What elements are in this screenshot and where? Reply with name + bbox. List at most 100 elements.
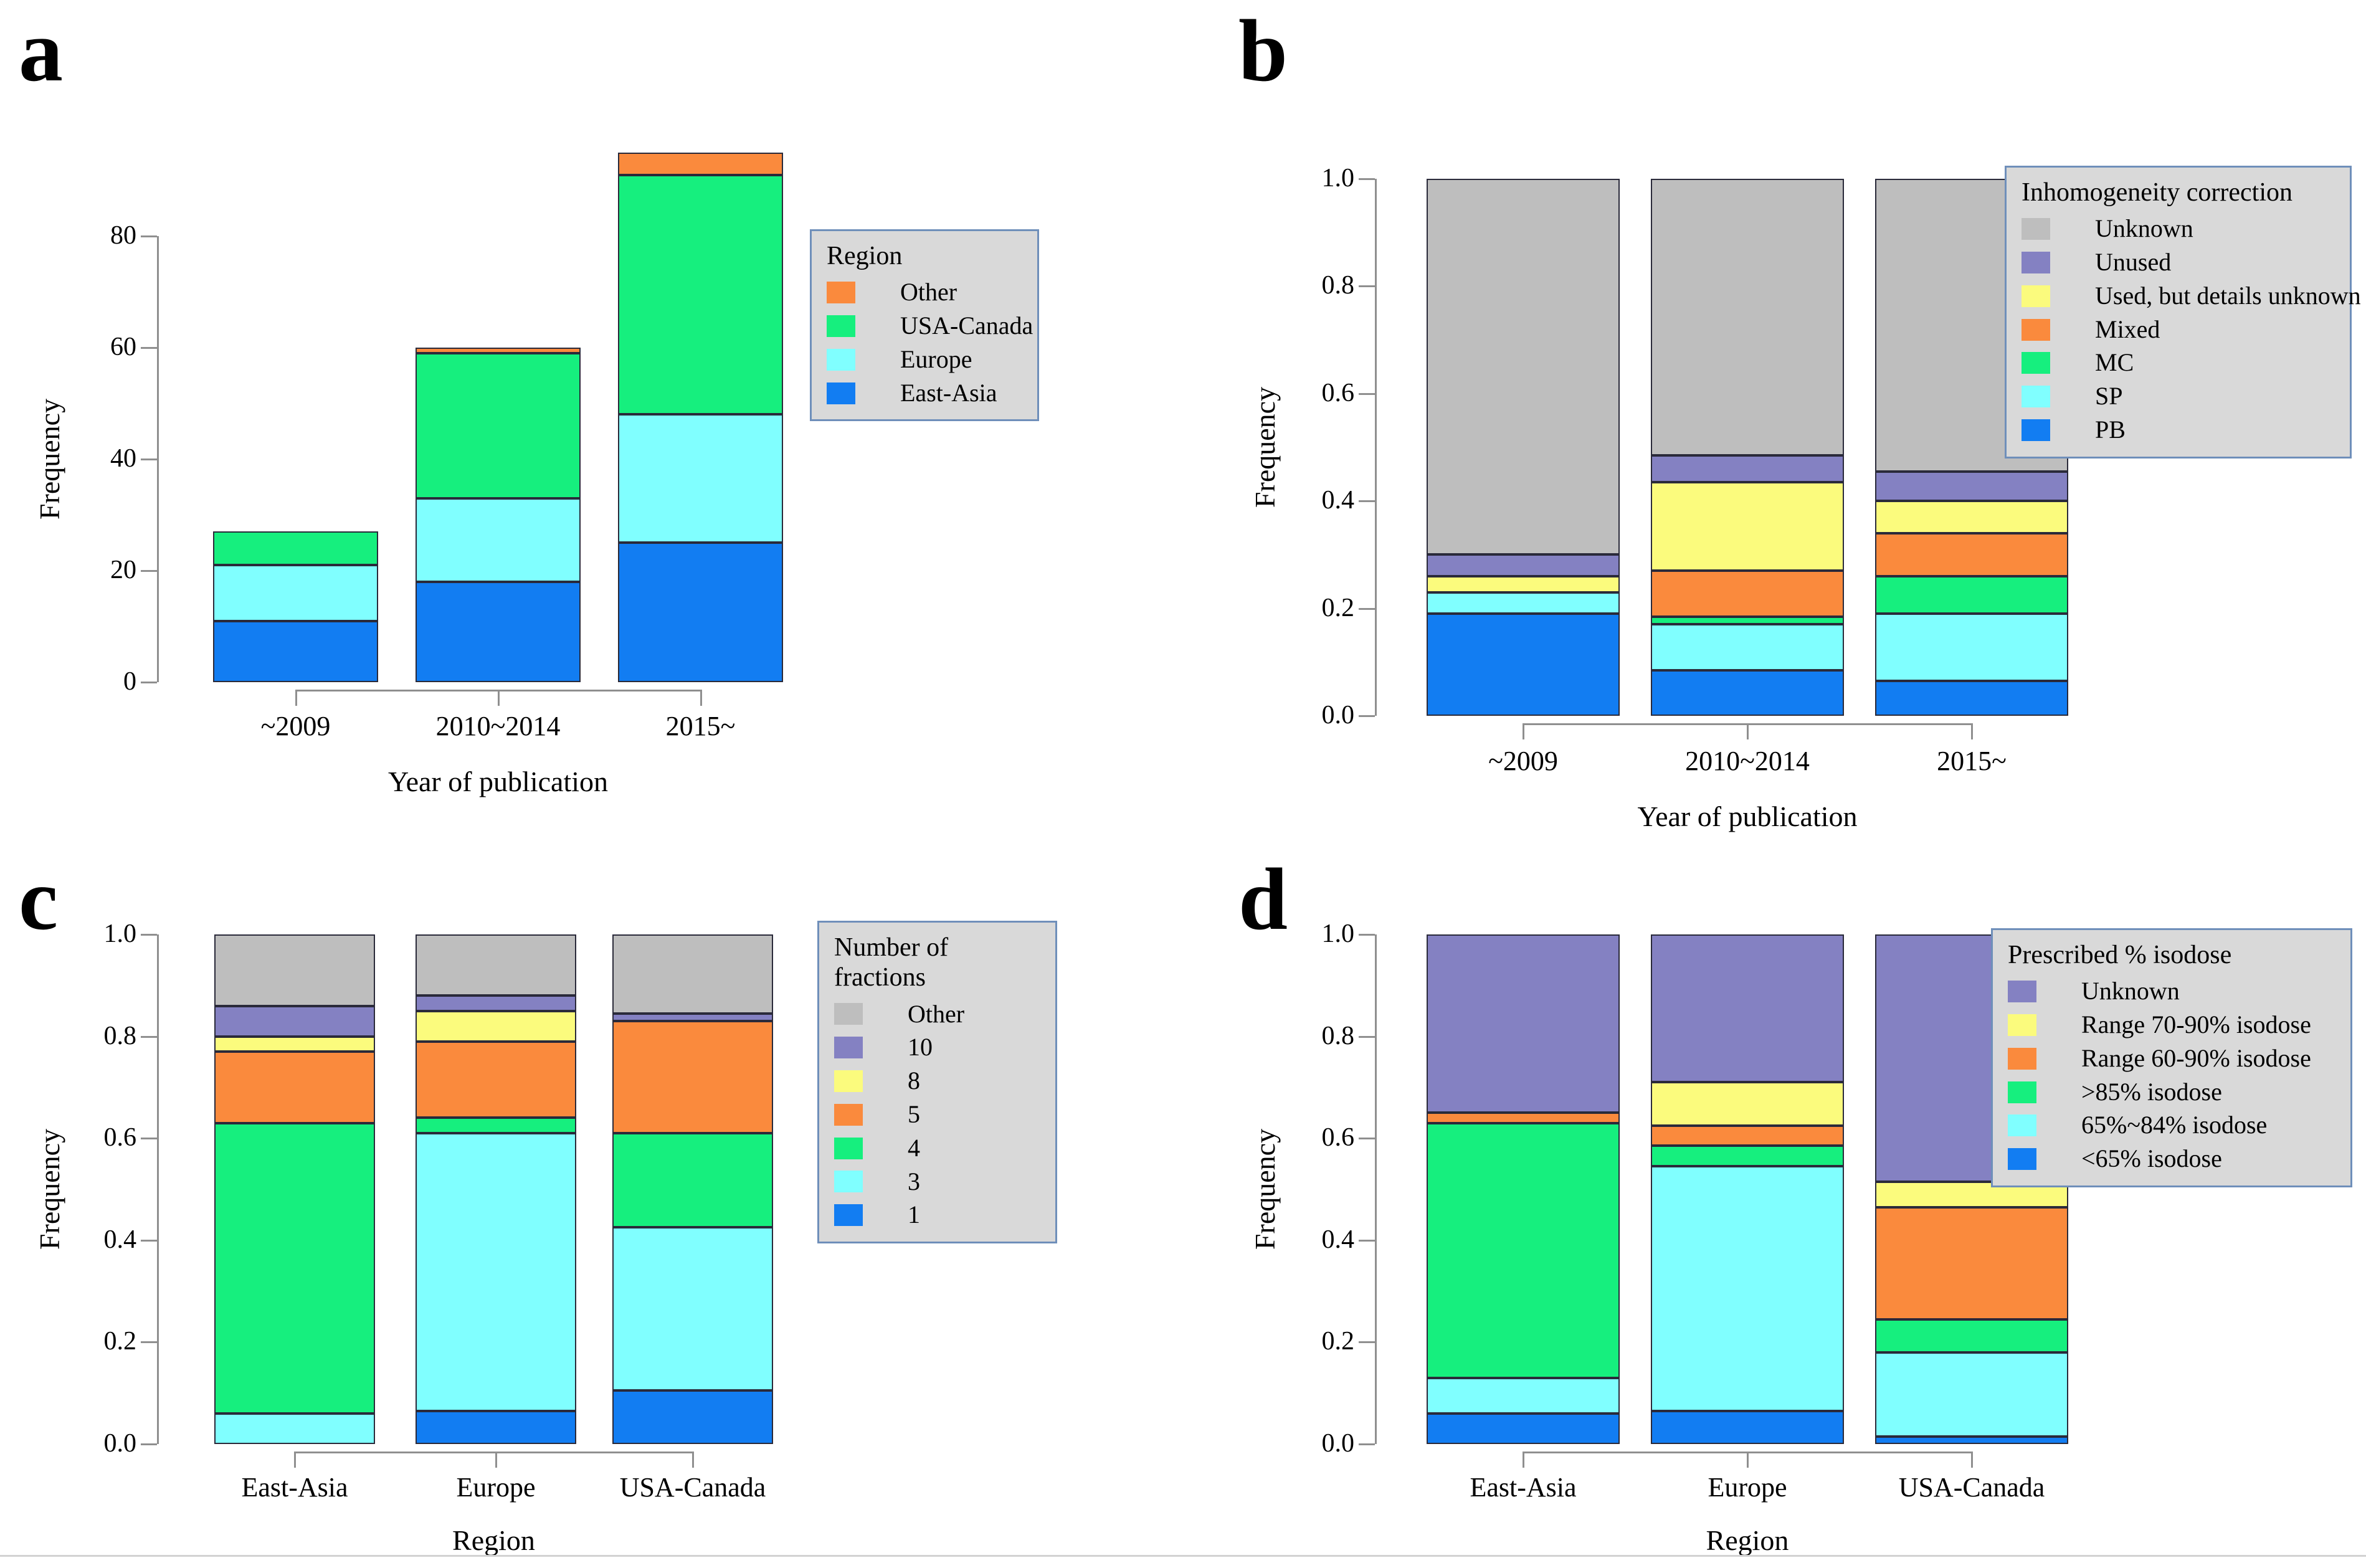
legend-entry-label: Unused	[2095, 248, 2172, 277]
legend-entry: 10	[834, 1033, 1040, 1062]
bar-segment-USA-Canada	[213, 531, 378, 566]
y-tick-label: 80	[110, 221, 136, 250]
panel-letter: a	[19, 1, 63, 100]
x-tick	[1747, 1452, 1749, 1468]
y-tick	[1359, 500, 1375, 503]
legend-swatch-Range 60-90% isodose	[2008, 1047, 2036, 1070]
y-tick	[1359, 392, 1375, 395]
x-tick	[1747, 723, 1749, 739]
bar-segment-Europe	[618, 414, 783, 543]
legend-entry-label: USA-Canada	[900, 311, 1033, 340]
bar-segment-USA-Canada	[416, 353, 581, 498]
legend-entry: 5	[834, 1100, 1040, 1129]
bar	[1651, 934, 1844, 1444]
legend: Region Other USA-Canada Europe East-Asia	[810, 229, 1039, 422]
legend-entry: 1	[834, 1201, 1040, 1229]
legend-entry-label: Mixed	[2095, 315, 2160, 343]
y-tick	[141, 1443, 157, 1445]
bar-segment-3	[214, 1413, 375, 1444]
y-tick-label: 0.0	[1321, 1429, 1355, 1458]
y-tick-label: 0.8	[1321, 271, 1355, 300]
legend-swatch-10	[834, 1037, 863, 1059]
y-axis-line	[1375, 179, 1377, 716]
bar	[214, 934, 375, 1444]
legend-entry: Range 70-90% isodose	[2008, 1010, 2335, 1039]
bar-segment-3	[612, 1227, 773, 1391]
x-category-label: 2010~2014	[435, 711, 561, 741]
y-tick	[1359, 607, 1375, 610]
legend-swatch-3	[834, 1171, 863, 1193]
legend-entry-label: 1	[908, 1200, 920, 1229]
y-tick-label: 1.0	[1321, 164, 1355, 192]
x-axis-title: Region	[452, 1524, 535, 1556]
legend-entry-label: PB	[2095, 416, 2126, 444]
bar-segment->85% isodose	[1875, 1319, 2068, 1352]
legend-entry-label: 3	[908, 1167, 920, 1195]
bar-segment->85% isodose	[1651, 1146, 1844, 1167]
legend-entry: Unknown	[2022, 214, 2335, 243]
y-tick	[141, 235, 157, 237]
y-axis-title: Frequency	[34, 1128, 65, 1250]
x-category-label: 2015~	[665, 711, 736, 741]
bar-segment-Europe	[416, 498, 581, 582]
bar-segment-PB	[1427, 614, 1620, 716]
x-category-label: ~2009	[1488, 746, 1558, 776]
bar-segment-3	[416, 1133, 576, 1411]
legend-entry-label: 10	[908, 1033, 933, 1062]
legend-entry-label: Europe	[900, 344, 972, 373]
x-axis-line	[295, 690, 701, 691]
legend-entry-label: Used, but details unknown	[2095, 281, 2361, 310]
bar-segment-Unused	[1651, 455, 1844, 483]
x-axis-line	[295, 1452, 693, 1453]
y-tick-label: 0.2	[103, 1327, 137, 1356]
y-tick-label: 0.2	[1321, 1327, 1355, 1356]
legend-entry: 8	[834, 1067, 1040, 1095]
legend-entry: Other	[834, 1000, 1040, 1029]
legend-entry: Unused	[2022, 248, 2335, 277]
x-category-label: East-Asia	[241, 1472, 348, 1503]
y-tick-label: 0.6	[103, 1123, 137, 1152]
legend-swatch-East-Asia	[827, 382, 855, 404]
bar-segment-Unknown	[1875, 934, 2068, 1182]
y-tick-label: 0.6	[1321, 378, 1355, 407]
legend-entry-label: 4	[908, 1133, 920, 1162]
legend-swatch-USA-Canada	[827, 315, 855, 337]
bar	[1427, 934, 1620, 1444]
y-tick	[141, 459, 157, 460]
legend-entry: Used, but details unknown	[2022, 282, 2361, 310]
legend-entry: Europe	[827, 344, 1022, 374]
bar-segment-Range 70-90% isodose	[1651, 1082, 1844, 1126]
bar-segment-4	[612, 1133, 773, 1228]
x-tick	[497, 690, 500, 706]
bar	[1875, 179, 2068, 716]
legend-entry-label: Range 60-90% isodose	[2081, 1043, 2311, 1072]
y-axis-title: Frequency	[1249, 1128, 1281, 1250]
legend-entry: USA-Canada	[827, 311, 1033, 340]
legend-entry: 3	[834, 1167, 1040, 1196]
bar-segment-10	[612, 1013, 773, 1022]
y-tick-label: 40	[110, 444, 136, 473]
x-axis-title: Year of publication	[387, 766, 609, 797]
legend-swatch-Used, but details unknown	[2022, 285, 2050, 307]
x-tick	[495, 1452, 497, 1468]
bar	[416, 934, 576, 1444]
bar-segment-East-Asia	[416, 581, 581, 682]
x-category-label: 2010~2014	[1685, 746, 1810, 776]
y-tick	[1359, 1138, 1375, 1140]
y-tick	[141, 1239, 157, 1242]
bar-segment-<65% isodose	[1427, 1413, 1620, 1444]
bar-segment-SP	[1651, 624, 1844, 670]
legend-swatch-PB	[2022, 419, 2050, 441]
bar-segment-Unknown	[1651, 934, 1844, 1083]
legend: Prescribed % isodose Unknown Range 70-90% …	[1991, 928, 2352, 1188]
legend-entry: PB	[2022, 416, 2335, 444]
legend-entry-label: Unknown	[2081, 977, 2180, 1005]
bar-segment-Range 60-90% isodose	[1875, 1207, 2068, 1319]
y-axis-line	[1375, 934, 1377, 1444]
y-axis-title: Frequency	[34, 398, 65, 520]
bar-segment-Other	[214, 934, 375, 1006]
bar-segment-4	[416, 1118, 576, 1133]
legend-swatch-Unknown	[2022, 218, 2050, 240]
legend-entry: Range 60-90% isodose	[2008, 1043, 2335, 1073]
